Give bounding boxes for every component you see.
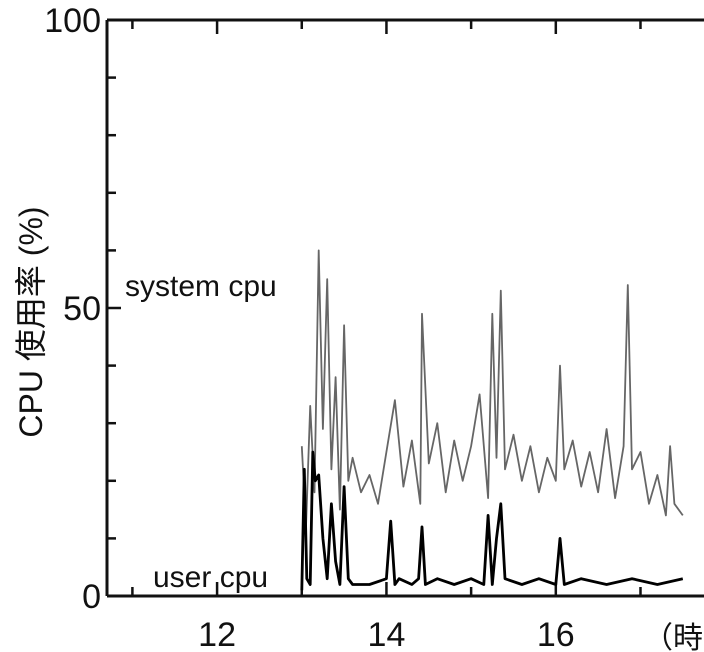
x-axis-unit-label: （時）: [643, 622, 704, 652]
axis-ticks: 12 14 16 0 50 100: [44, 2, 642, 652]
series-lines: [300, 249, 684, 591]
y-tick-label: 50: [63, 290, 101, 328]
series-label-system-cpu: system cpu: [125, 270, 277, 303]
x-tick-label: 16: [537, 616, 575, 652]
y-axis-label: CPU 使用率 (%): [13, 206, 49, 437]
series-line-system-cpu: [300, 249, 684, 528]
series-line-user-cpu: [300, 450, 684, 591]
series-label-user-cpu: user cpu: [153, 561, 268, 594]
x-tick-label: 14: [368, 616, 406, 652]
y-tick-label: 0: [82, 578, 101, 616]
y-tick-label: 100: [44, 2, 101, 40]
plot-axes: [105, 18, 704, 598]
x-tick-label: 12: [198, 616, 236, 652]
